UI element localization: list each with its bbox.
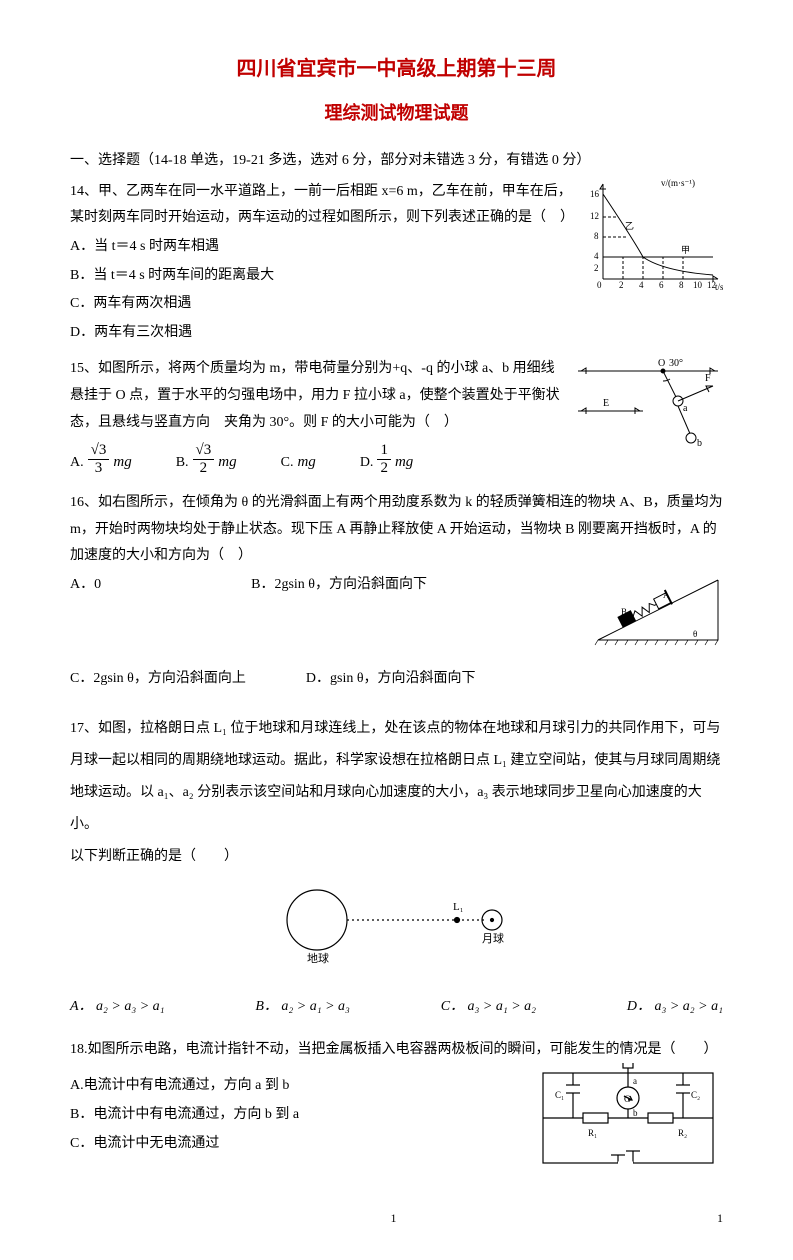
q16-opt-d: D．gsin θ，方向沿斜面向下 xyxy=(306,666,476,693)
svg-text:R₁: R₁ xyxy=(588,1128,597,1138)
svg-text:θ: θ xyxy=(693,629,697,639)
svg-text:30°: 30° xyxy=(669,358,683,369)
question-16: 16、如右图所示，在倾角为 θ 的光滑斜面上有两个用劲度系数为 k 的轻质弹簧相… xyxy=(70,490,723,694)
q17-opt-c: C． a₃ > a₁ > a₂ xyxy=(441,991,536,1023)
svg-text:b: b xyxy=(697,438,702,449)
q16-figure: B Aθ xyxy=(593,570,723,650)
question-18: 18.如图所示电路，电流计指针不动，当把金属板插入电容器两极板间的瞬间，可能发生… xyxy=(70,1037,723,1178)
svg-text:0: 0 xyxy=(597,280,602,290)
svg-text:2: 2 xyxy=(619,280,624,290)
q15-opt-c: C. mg xyxy=(281,448,316,477)
section-note: 一、选择题（14-18 单选，19-21 多选，选对 6 分，部分对未错选 3 … xyxy=(70,148,723,175)
svg-text:8: 8 xyxy=(594,231,599,241)
page-subtitle: 理综测试物理试题 xyxy=(70,96,723,130)
q15-opt-a: A. √33 mg xyxy=(70,442,132,476)
question-14: v/(m·s⁻¹) 16128 420 246 81012 t/s 甲乙 14、… xyxy=(70,179,723,349)
svg-text:t/s: t/s xyxy=(715,282,723,292)
svg-text:R₂: R₂ xyxy=(678,1128,687,1138)
svg-text:F: F xyxy=(705,373,711,384)
q14-opt-d: D．两车有三次相遇 xyxy=(70,320,723,347)
svg-text:B: B xyxy=(621,607,627,617)
page-number-center: 1 xyxy=(391,1207,397,1230)
q15-opt-d: D. 12 mg xyxy=(360,442,413,476)
svg-text:4: 4 xyxy=(594,251,599,261)
svg-text:O: O xyxy=(658,358,665,369)
svg-text:12: 12 xyxy=(590,211,599,221)
page-title: 四川省宜宾市一中高级上期第十三周 xyxy=(70,50,723,88)
q17-stem-1: 17、如图，拉格朗日点 L₁ 位于地球和月球连线上，处在该点的物体在地球和月球引… xyxy=(70,713,723,777)
q17-stem-2: 地球运动。以 a₁、a₂ 分别表示该空间站和月球向心加速度的大小，a₃ 表示地球… xyxy=(70,777,723,841)
svg-text:10: 10 xyxy=(693,280,703,290)
svg-text:2: 2 xyxy=(594,263,599,273)
svg-text:地球: 地球 xyxy=(307,951,329,965)
page-number-right: 1 xyxy=(717,1207,723,1230)
svg-text:16: 16 xyxy=(590,189,600,199)
svg-text:4: 4 xyxy=(639,280,644,290)
q16-opt-c: C．2gsin θ，方向沿斜面向上 xyxy=(70,666,246,693)
svg-text:a: a xyxy=(683,403,688,414)
q15-opt-b: B. √32 mg xyxy=(176,442,237,476)
q17-opt-b: B． a₂ > a₁ > a₃ xyxy=(255,991,350,1023)
q14-graph: v/(m·s⁻¹) 16128 420 246 81012 t/s 甲乙 xyxy=(583,179,723,294)
svg-text:E: E xyxy=(603,398,609,409)
svg-text:v/(m·s⁻¹): v/(m·s⁻¹) xyxy=(661,179,695,188)
svg-text:6: 6 xyxy=(659,280,664,290)
svg-text:L₁: L₁ xyxy=(453,901,464,913)
q17-figure: 地球 L₁ 月球 xyxy=(257,885,537,965)
svg-text:G: G xyxy=(624,1094,631,1104)
page-footer: 1 1 xyxy=(70,1207,723,1230)
q16-opt-b: B．2gsin θ，方向沿斜面向下 xyxy=(251,572,427,599)
q16-opt-a: A．0 xyxy=(70,572,101,599)
q14-opt-c: C．两车有两次相遇 xyxy=(70,291,723,318)
q15-figure: 30° O F E a b xyxy=(573,356,723,451)
svg-text:C₁: C₁ xyxy=(555,1090,564,1100)
q18-stem: 18.如图所示电路，电流计指针不动，当把金属板插入电容器两极板间的瞬间，可能发生… xyxy=(70,1037,723,1064)
question-15: 30°O FE ab 15、如图所示，将两个质量均为 m，带电荷量分别为+q、-… xyxy=(70,356,723,482)
svg-text:b: b xyxy=(633,1108,638,1118)
svg-text:a: a xyxy=(633,1076,637,1086)
svg-text:8: 8 xyxy=(679,280,684,290)
question-17: 17、如图，拉格朗日点 L₁ 位于地球和月球连线上，处在该点的物体在地球和月球引… xyxy=(70,713,723,1023)
q18-figure: C₁ C₂ R₁ R₂ G a b xyxy=(533,1063,723,1173)
svg-text:A: A xyxy=(663,590,670,600)
svg-text:月球: 月球 xyxy=(482,931,504,945)
svg-text:乙: 乙 xyxy=(625,221,634,231)
svg-text:甲: 甲 xyxy=(681,245,690,255)
q17-opt-a: A． a₂ > a₃ > a₁ xyxy=(70,991,165,1023)
q16-stem: 16、如右图所示，在倾角为 θ 的光滑斜面上有两个用劲度系数为 k 的轻质弹簧相… xyxy=(70,490,723,570)
q17-stem-3: 以下判断正确的是（ ） xyxy=(70,841,723,873)
q17-opt-d: D． a₃ > a₂ > a₁ xyxy=(627,991,723,1023)
svg-text:C₂: C₂ xyxy=(691,1090,700,1100)
